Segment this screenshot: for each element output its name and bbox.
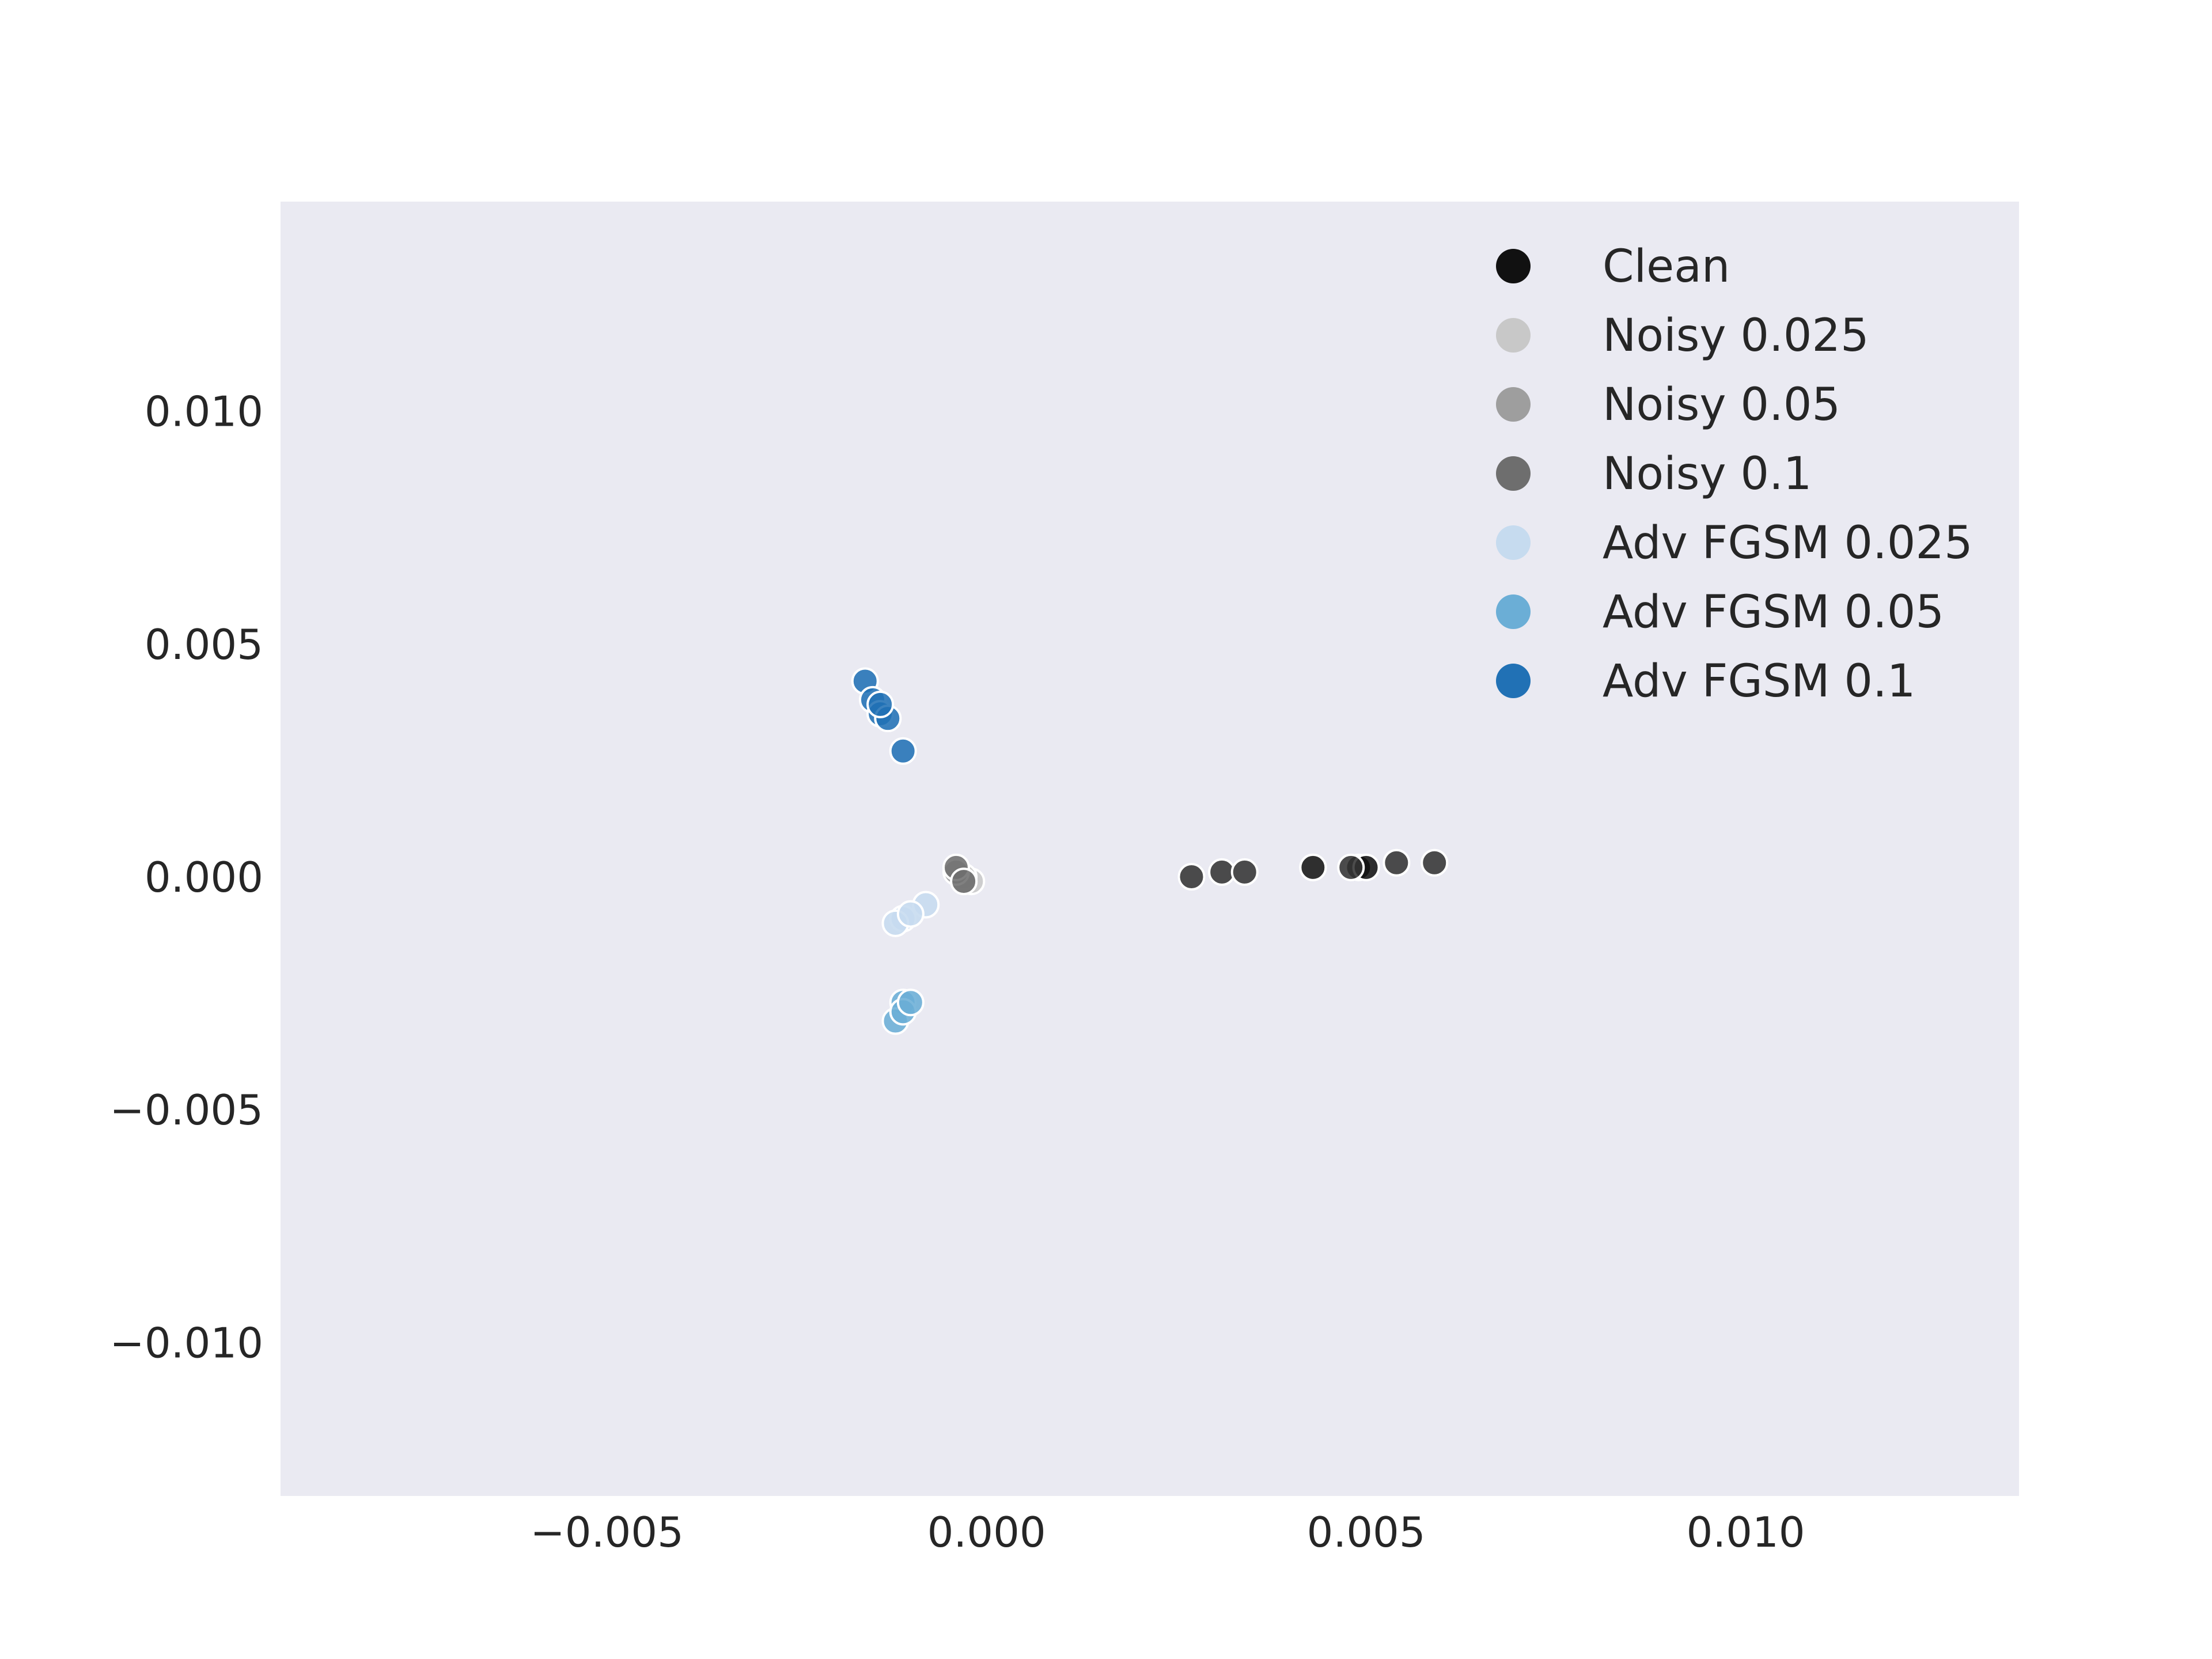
x-tick-label: 0.005 [1307,1508,1426,1556]
data-point [896,900,925,928]
legend-marker [1496,456,1531,491]
legend-label: Clean [1603,241,1730,293]
legend-marker [1496,525,1531,560]
data-point [1177,862,1206,891]
legend-label: Adv FGSM 0.1 [1603,656,1915,707]
x-tick-label: 0.010 [1686,1508,1805,1556]
data-point [1421,849,1449,877]
y-axis-ticks: 0.010 0.005 0.000 −0.005 −0.010 [110,388,263,1368]
legend-label: Noisy 0.1 [1603,448,1812,500]
legend-marker [1496,318,1531,353]
y-tick-label: 0.010 [145,388,263,436]
legend-marker [1496,664,1531,698]
legend-label: Adv FGSM 0.025 [1603,517,1973,569]
y-tick-label: −0.010 [110,1319,263,1367]
legend: Clean Noisy 0.025 Noisy 0.05 Noisy 0.1 Adv F… [1496,241,1973,707]
data-point [1208,858,1236,886]
data-point [1382,849,1411,877]
data-point [889,737,917,765]
plot-area [281,202,2019,1496]
data-points [851,667,1449,1035]
y-tick-label: 0.005 [145,620,263,669]
data-point [1230,858,1259,886]
x-tick-label: −0.005 [530,1508,683,1556]
legend-label: Noisy 0.05 [1603,379,1840,431]
data-point [866,690,895,718]
x-axis-ticks: −0.005 0.000 0.005 0.010 [530,1508,1805,1556]
legend-marker [1496,249,1531,283]
data-point [896,988,925,1017]
legend-marker [1496,594,1531,629]
x-tick-label: 0.000 [927,1508,1046,1556]
legend-marker [1496,387,1531,422]
data-point [950,868,978,896]
legend-label: Noisy 0.025 [1603,310,1869,362]
data-point [1337,853,1365,881]
y-tick-label: 0.000 [145,853,263,902]
data-point [1299,853,1327,881]
y-tick-label: −0.005 [110,1086,263,1134]
legend-label: Adv FGSM 0.05 [1603,586,1944,638]
